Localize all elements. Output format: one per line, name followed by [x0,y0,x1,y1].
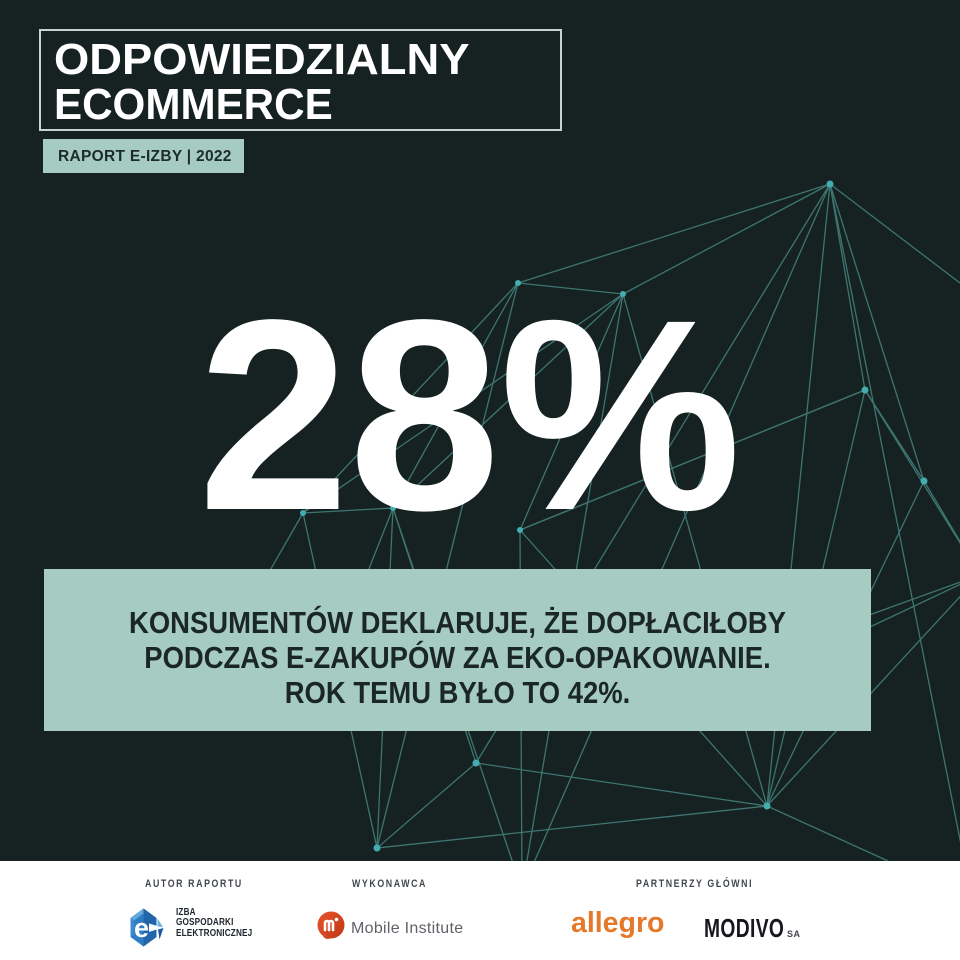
svg-text:e: e [134,913,149,943]
